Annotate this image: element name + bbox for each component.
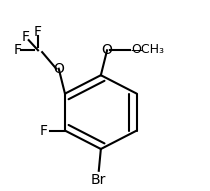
Text: F: F xyxy=(34,25,42,39)
Text: F: F xyxy=(13,43,21,57)
Text: —: — xyxy=(130,44,143,57)
Text: F: F xyxy=(39,124,47,138)
Text: Br: Br xyxy=(91,173,106,187)
Text: O: O xyxy=(102,43,113,57)
Text: F: F xyxy=(22,30,30,44)
Text: O: O xyxy=(53,62,64,76)
Text: OCH₃: OCH₃ xyxy=(131,43,164,56)
